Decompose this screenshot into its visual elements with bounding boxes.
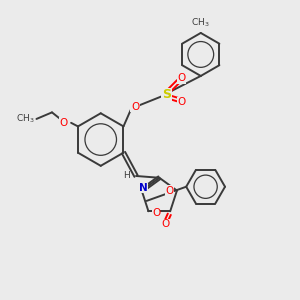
Text: CH$_3$: CH$_3$ (16, 113, 35, 125)
Text: O: O (177, 97, 185, 107)
Text: CH$_3$: CH$_3$ (191, 17, 210, 29)
Text: O: O (152, 208, 160, 218)
Text: O: O (165, 186, 173, 196)
Text: O: O (59, 118, 68, 128)
Text: S: S (162, 88, 171, 101)
Text: O: O (131, 102, 139, 112)
Text: H: H (123, 171, 130, 180)
Text: N: N (139, 183, 148, 193)
Text: O: O (177, 73, 185, 83)
Text: O: O (162, 219, 170, 229)
